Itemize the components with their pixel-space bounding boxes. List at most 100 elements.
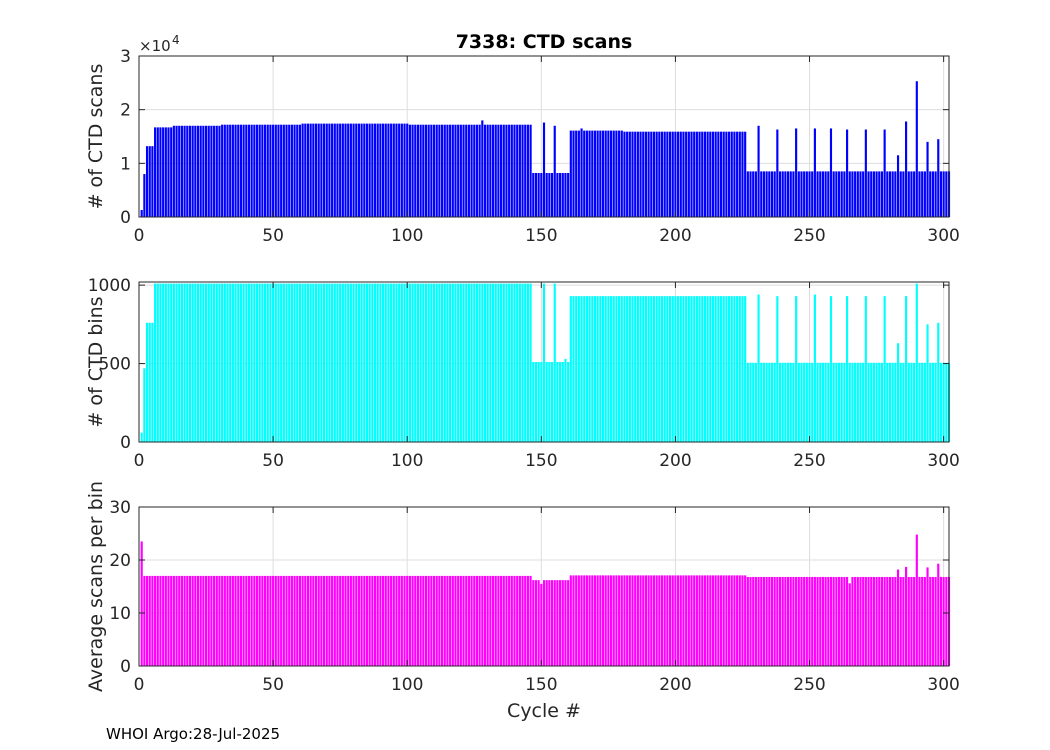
bar [188, 283, 192, 442]
bar [848, 362, 851, 442]
bar [738, 131, 741, 217]
bar [339, 575, 342, 666]
bar [277, 575, 280, 666]
bar [773, 362, 776, 442]
bar [907, 576, 910, 666]
bar [406, 283, 409, 442]
bar [650, 131, 653, 217]
bar [510, 283, 513, 442]
bar [513, 283, 516, 442]
bar [738, 575, 741, 666]
bar [666, 575, 669, 666]
bar [188, 575, 192, 666]
bar [491, 124, 495, 217]
bar [891, 362, 894, 442]
bar [414, 283, 417, 442]
bar [805, 362, 808, 442]
bar [819, 576, 822, 666]
bar [441, 283, 444, 442]
bar [470, 575, 473, 666]
bar [237, 283, 240, 442]
bar [285, 124, 288, 217]
bar [263, 575, 267, 666]
bar [821, 576, 825, 666]
bar [183, 283, 186, 442]
bar [419, 283, 422, 442]
bar [792, 576, 795, 666]
bar [159, 127, 162, 217]
bar [647, 296, 650, 442]
bar [864, 296, 867, 442]
bar [263, 283, 267, 442]
bar [481, 120, 484, 217]
bar [164, 575, 167, 666]
bar [441, 124, 444, 217]
bar [803, 576, 806, 666]
bar [937, 322, 940, 442]
bar [462, 283, 465, 442]
bar [483, 575, 487, 666]
bar [280, 124, 283, 217]
bar [856, 171, 859, 217]
bar [349, 283, 352, 442]
bar [210, 125, 213, 217]
bar [905, 121, 908, 217]
bar [577, 575, 580, 666]
bar [913, 362, 916, 442]
bar [148, 146, 151, 217]
bar [655, 296, 658, 442]
bar [432, 124, 436, 217]
bar [746, 362, 749, 442]
y-tick-label: 500 [99, 355, 131, 375]
bar [320, 575, 323, 666]
bar [167, 283, 170, 442]
bar [478, 124, 481, 217]
bar [548, 172, 551, 217]
bar [266, 124, 269, 217]
bar [143, 368, 146, 442]
bar [416, 283, 420, 442]
bar [371, 123, 374, 217]
bar [811, 362, 814, 442]
bar [859, 576, 862, 666]
bar [910, 362, 913, 442]
bar [854, 576, 857, 666]
bar [435, 124, 438, 217]
bar [567, 362, 570, 442]
bar [929, 576, 932, 666]
bar [719, 575, 723, 666]
bar [328, 575, 331, 666]
bar [870, 362, 873, 442]
bar [333, 283, 336, 442]
bar [677, 131, 680, 217]
bar [808, 576, 811, 666]
bar [162, 575, 165, 666]
bar [583, 575, 586, 666]
x-tick-label: 0 [134, 226, 145, 246]
bar [524, 575, 527, 666]
bar [266, 575, 269, 666]
bar [368, 575, 371, 666]
bar [280, 575, 283, 666]
bar [304, 283, 307, 442]
bar [677, 575, 680, 666]
x-tick-label: 200 [659, 675, 691, 695]
bar [188, 125, 192, 217]
bar [843, 171, 846, 217]
bar [317, 283, 320, 442]
bar [840, 171, 843, 217]
bar [202, 575, 205, 666]
bar [693, 296, 696, 442]
bar [306, 575, 310, 666]
bar [355, 123, 358, 217]
bar [341, 575, 344, 666]
bar [846, 129, 849, 217]
bar [781, 171, 784, 217]
x-tick-label: 100 [391, 451, 423, 471]
bar [263, 124, 267, 217]
bar [843, 576, 846, 666]
axes-frame [138, 506, 950, 667]
bar [725, 131, 728, 217]
bar [749, 362, 752, 442]
